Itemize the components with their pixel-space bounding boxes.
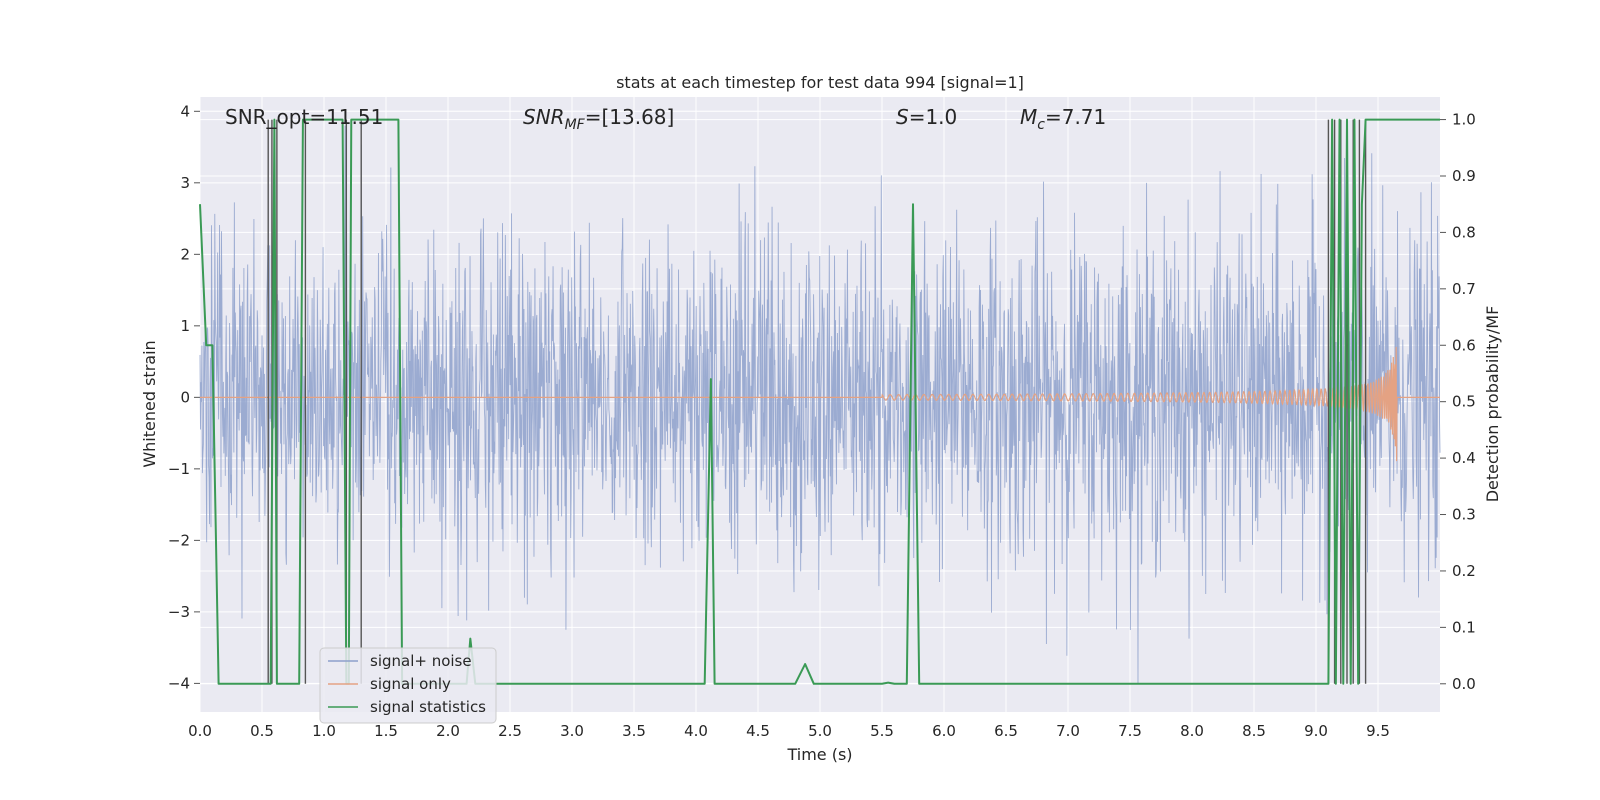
legend: signal+ noise signal only signal statist… <box>319 647 497 724</box>
annotation-mc-value: =7.71 <box>1045 105 1106 129</box>
annotation-s: S=1.0 <box>896 105 957 129</box>
annotation-mc-sub: c <box>1037 117 1045 133</box>
series-signal-only <box>200 346 1440 462</box>
y2-tick-label: 0.9 <box>1452 167 1476 185</box>
y2-tick-label: 0.6 <box>1452 336 1476 354</box>
y2-tick-label: 0.8 <box>1452 223 1476 241</box>
x-tick-label: 3.5 <box>622 722 646 740</box>
annotation-mc: Mc=7.71 <box>1020 105 1106 133</box>
y-tick-label: −1 <box>168 460 190 478</box>
legend-label-noise: signal+ noise <box>370 652 472 670</box>
x-tick-label: 2.5 <box>498 722 522 740</box>
annotation-snr-mf: SNRMF=[13.68] <box>523 105 674 133</box>
y-tick-label: 4 <box>180 102 190 120</box>
x-tick-label: 0.0 <box>188 722 212 740</box>
x-tick-label: 0.5 <box>250 722 274 740</box>
y2-tick-label: 0.1 <box>1452 618 1476 636</box>
x-tick-label: 8.5 <box>1242 722 1266 740</box>
x-tick-label: 7.0 <box>1056 722 1080 740</box>
y2-tick-label: 0.5 <box>1452 393 1476 411</box>
annotation-snr-mf-value: =[13.68] <box>585 105 675 129</box>
y2-tick-label: 1.0 <box>1452 111 1476 129</box>
x-tick-label: 1.0 <box>312 722 336 740</box>
x-tick-label: 3.0 <box>560 722 584 740</box>
y-tick-label: 1 <box>180 317 190 335</box>
chirp-line <box>200 346 1440 462</box>
y-tick-label: −2 <box>168 531 190 549</box>
y-tick-label: 2 <box>180 245 190 263</box>
y2-tick-label: 0.2 <box>1452 562 1476 580</box>
y-tick-labels: 4 3 2 1 0 −1 −2 −3 −4 <box>168 102 190 692</box>
x-tick-label: 5.5 <box>870 722 894 740</box>
legend-box <box>319 647 497 724</box>
y2-tick-label: 0.4 <box>1452 449 1476 467</box>
x-tick-label: 8.0 <box>1180 722 1204 740</box>
x-tick-label: 4.0 <box>684 722 708 740</box>
x-tick-label: 2.0 <box>436 722 460 740</box>
annotation-snr-opt: SNR_opt=11.51 <box>225 105 383 129</box>
legend-label-stats: signal statistics <box>370 698 486 716</box>
annotation-snr-mf-sub: MF <box>565 117 586 133</box>
x-tick-label: 4.5 <box>746 722 770 740</box>
x-tick-label: 5.0 <box>808 722 832 740</box>
noise-line <box>199 125 1441 684</box>
annotation-snr-mf-main: SNR <box>523 105 565 129</box>
y-tick-label: −4 <box>168 674 190 692</box>
x-tick-label: 1.5 <box>374 722 398 740</box>
series-signal-noise <box>199 125 1441 684</box>
x-tick-label: 6.5 <box>994 722 1018 740</box>
y-tick-label: −3 <box>168 603 190 621</box>
x-tick-label: 7.5 <box>1118 722 1142 740</box>
x-tick-label: 6.0 <box>932 722 956 740</box>
x-tick-label: 9.0 <box>1304 722 1328 740</box>
x-axis-label: Time (s) <box>786 745 852 764</box>
y-tick-label: 3 <box>180 174 190 192</box>
chart-title: stats at each timestep for test data 994… <box>616 73 1024 92</box>
y2-tick-label: 0.3 <box>1452 506 1476 524</box>
annotation-s-value: =1.0 <box>909 105 958 129</box>
y2-tick-label: 0.7 <box>1452 280 1476 298</box>
y2-tick-labels: 1.0 0.9 0.8 0.7 0.6 0.5 0.4 0.3 0.2 0.1 0.0 <box>1452 111 1476 693</box>
y2-axis-label: Detection probability/MF <box>1483 306 1502 503</box>
y-axis-label: Whitened strain <box>140 340 159 467</box>
x-tick-label: 9.5 <box>1366 722 1390 740</box>
annotation-s-main: S <box>896 105 909 129</box>
legend-label-signal: signal only <box>370 675 451 693</box>
annotation-mc-main: M <box>1020 105 1037 129</box>
x-tick-labels: 0.0 0.5 1.0 1.5 2.0 2.5 3.0 3.5 4.0 4.5 5.0 5.5 6.0 6… <box>188 722 1390 740</box>
y-tick-label: 0 <box>180 388 190 406</box>
y2-tick-label: 0.0 <box>1452 675 1476 693</box>
